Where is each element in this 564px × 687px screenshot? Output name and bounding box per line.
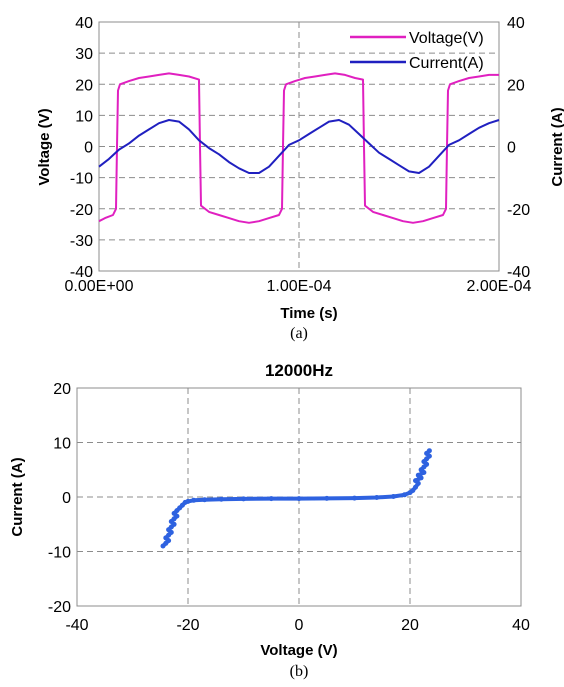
panel-b-xtick-label: 40 — [512, 617, 530, 634]
series-line-voltage-v — [98, 72, 499, 224]
panel-b-caption: (b) — [290, 663, 309, 680]
panel-b-ytick-label: 0 — [62, 490, 71, 507]
panel-a-ytick-label: 20 — [75, 77, 93, 94]
panel-b-ytick-label: -10 — [48, 545, 71, 562]
iv-point — [426, 448, 432, 454]
panel-b-ytick-label: 10 — [53, 436, 71, 453]
panel-a-y-axis-title: Voltage (V) — [36, 108, 53, 185]
panel-a-ytick-label: 30 — [75, 46, 93, 63]
series-line-current-a — [98, 119, 500, 174]
panel-a-y2tick-label: -20 — [507, 202, 530, 219]
iv-point — [390, 494, 396, 499]
iv-point — [374, 495, 380, 500]
panel-a-y2tick-label: 0 — [507, 140, 516, 157]
iv-point — [191, 497, 197, 503]
panel-b-xtick-label: 20 — [401, 617, 419, 634]
panel-a-series — [98, 72, 500, 224]
iv-point — [218, 496, 224, 502]
iv-point — [410, 488, 416, 493]
panel-a-xtick-label: 1.00E-04 — [267, 278, 332, 295]
iv-point — [413, 478, 418, 484]
iv-point — [268, 496, 274, 502]
panel-a-plot-frame — [98, 21, 500, 272]
legend-label-current: Current(A) — [409, 55, 484, 72]
panel-b-plot-frame — [76, 387, 522, 607]
panel-a-x-axis-title: Time (s) — [280, 305, 337, 322]
panel-a-ytick-label: -20 — [70, 202, 93, 219]
iv-point — [352, 495, 357, 501]
iv-point — [241, 496, 246, 502]
legend-label-voltage: Voltage(V) — [409, 30, 484, 47]
panel-a-ytick-label: 40 — [75, 15, 93, 32]
panel-b-ytick-label: -20 — [48, 599, 71, 616]
iv-point — [402, 492, 407, 498]
iv-point — [202, 497, 208, 503]
iv-point — [415, 472, 421, 478]
iv-point — [296, 496, 302, 502]
panel-b-title: 12000Hz — [265, 361, 333, 380]
panel-a-time-series-chart: -40 -30 -20 -10 0 10 20 30 40 -40 -20 0 20 40 0.00E+00… — [36, 15, 564, 342]
panel-a-legend: Voltage(V) Current(A) — [350, 30, 484, 72]
panel-a-caption: (a) — [290, 325, 308, 342]
iv-point — [185, 498, 191, 504]
panel-a-y2-axis-title: Current (A) — [549, 107, 564, 186]
panel-a-ytick-label: -30 — [70, 233, 93, 250]
panel-b-x-axis-title: Voltage (V) — [260, 642, 337, 659]
iv-point — [413, 484, 418, 490]
panel-a-ytick-label: -10 — [70, 171, 93, 188]
panel-b-y-axis-title: Current (A) — [9, 457, 26, 536]
panel-a-tick-labels: -40 -30 -20 -10 0 10 20 30 40 -40 -20 0 20 40 0.00E+00… — [65, 15, 532, 295]
panel-b-ytick-label: 20 — [53, 381, 71, 398]
panel-a-y2tick-label: 20 — [507, 77, 525, 94]
panel-a-ytick-label: 10 — [75, 108, 93, 125]
panel-a-ytick-label: 0 — [84, 140, 93, 157]
panel-b-xtick-label: -20 — [176, 617, 199, 634]
panel-b-series — [160, 448, 432, 549]
panel-a-y2tick-label: -40 — [507, 264, 530, 281]
panel-a-y2tick-label: 40 — [507, 15, 525, 32]
panel-a-xtick-label: 0.00E+00 — [65, 278, 134, 295]
iv-point — [324, 495, 330, 501]
panel-b-xtick-label: 0 — [295, 617, 304, 634]
panel-b-xtick-label: -40 — [65, 617, 88, 634]
panel-a-ytick-label: -40 — [70, 264, 93, 281]
panel-a-xtick-label: 2.00E-04 — [467, 278, 532, 295]
